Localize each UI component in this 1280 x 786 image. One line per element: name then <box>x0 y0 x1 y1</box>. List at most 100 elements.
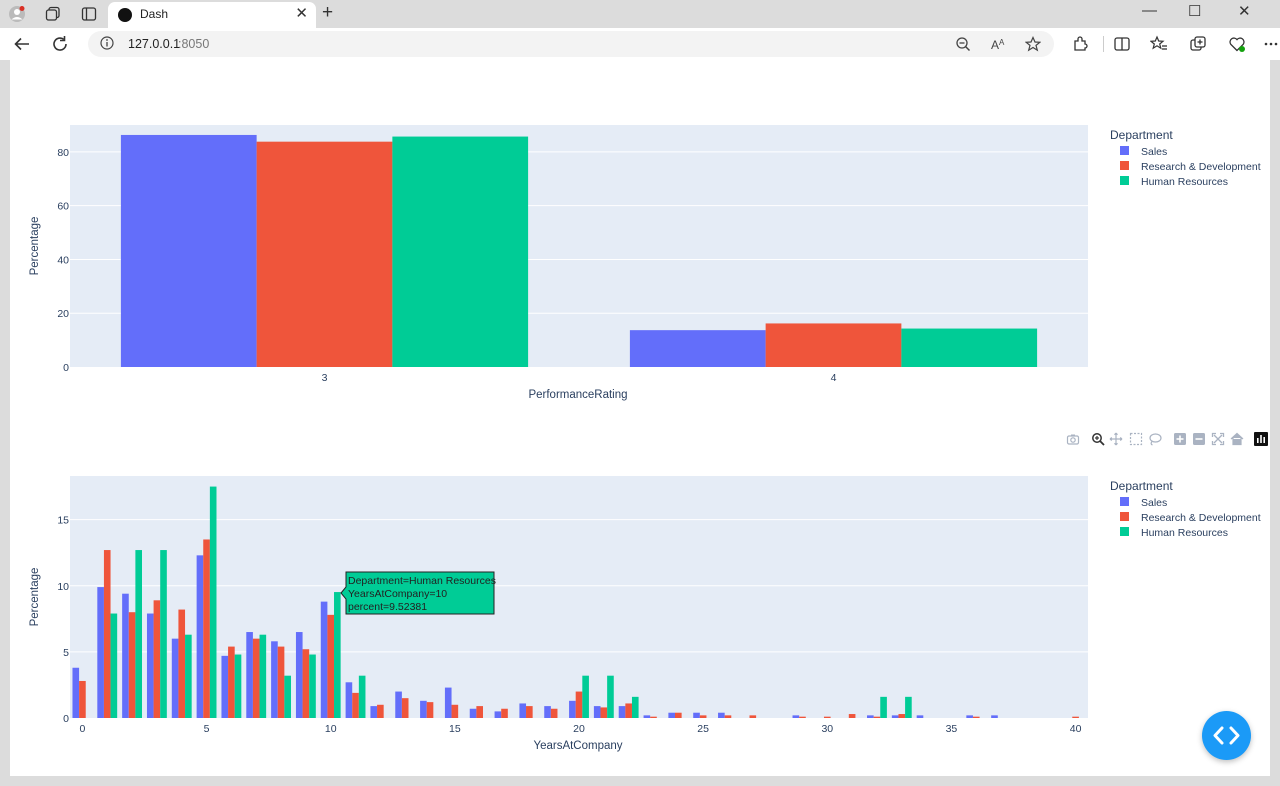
bar <box>905 696 912 718</box>
bar <box>120 134 257 367</box>
bar <box>135 550 143 718</box>
legend-item-label: Sales <box>1141 497 1167 509</box>
collections-icon[interactable] <box>1189 35 1207 53</box>
performance-rating-chart: 0 20 40 60 80 3 4 PerformanceRating Percentag… <box>29 125 1261 401</box>
x-axis-title: YearsAtCompany <box>533 740 622 752</box>
tab-title: Dash <box>140 7 169 21</box>
bar <box>271 641 278 718</box>
reset-axes-icon[interactable] <box>1230 432 1244 446</box>
tooltip-line-years: YearsAtCompany=10 <box>348 588 447 600</box>
zoom-in-icon[interactable] <box>1173 432 1187 446</box>
bar <box>395 691 402 718</box>
browser-essentials-icon[interactable] <box>1228 35 1246 53</box>
lasso-select-icon[interactable] <box>1148 432 1162 446</box>
legend[interactable]: Department Sales Research & Development Hu… <box>1110 128 1261 188</box>
zoom-out-icon[interactable] <box>1192 432 1206 446</box>
legend-item-label: Human Resources <box>1141 527 1228 539</box>
bar <box>320 601 328 718</box>
x-tick-label: 25 <box>697 723 709 735</box>
bar <box>867 715 874 718</box>
x-tick-label: 0 <box>79 723 85 735</box>
pan-icon[interactable] <box>1109 432 1123 446</box>
bar <box>799 716 806 718</box>
hover-tooltip: Department=Human Resources YearsAtCompan… <box>340 571 496 615</box>
extensions-icon[interactable] <box>1071 35 1089 53</box>
plotly-modebar <box>1066 432 1270 446</box>
bar <box>972 716 980 718</box>
bar <box>575 691 583 718</box>
bar <box>675 712 682 718</box>
profile-icon[interactable] <box>8 5 26 23</box>
horizontal-scrollbar[interactable] <box>0 776 1280 786</box>
site-info-icon[interactable] <box>100 36 114 50</box>
legend-swatch <box>1120 161 1129 170</box>
new-tab-button[interactable]: + <box>322 2 334 23</box>
tooltip-line-department: Department=Human Resources <box>348 575 496 587</box>
tab-dash[interactable]: Dash ✕ <box>108 2 316 28</box>
legend-title: Department <box>1110 479 1173 493</box>
bar <box>880 696 887 718</box>
y-tick-label: 5 <box>63 647 69 659</box>
refresh-icon[interactable] <box>49 33 71 55</box>
legend-swatch <box>1120 176 1129 185</box>
legend-item-label: Research & Development <box>1141 161 1261 173</box>
y-tick-label: 40 <box>57 254 69 266</box>
code-brackets-icon <box>1213 726 1240 745</box>
camera-icon[interactable] <box>1066 432 1080 446</box>
bar <box>370 706 378 718</box>
bar <box>103 550 111 718</box>
bar <box>444 687 452 718</box>
box-select-icon[interactable] <box>1129 432 1143 446</box>
y-axis-title: Percentage <box>29 568 41 627</box>
bar <box>153 600 161 718</box>
dev-tools-button[interactable] <box>1202 711 1251 760</box>
x-tick-label: 5 <box>204 723 210 735</box>
y-tick-label: 10 <box>57 581 69 593</box>
bar <box>916 715 924 718</box>
bar <box>377 704 384 718</box>
bar <box>110 613 118 718</box>
zoom-icon[interactable] <box>1091 432 1105 446</box>
close-tab-icon[interactable]: ✕ <box>295 5 308 22</box>
bar <box>79 680 86 718</box>
autoscale-icon[interactable] <box>1211 432 1225 446</box>
minimize-icon[interactable]: — <box>1142 2 1157 19</box>
x-tick-label: 40 <box>1070 723 1082 735</box>
bar <box>891 715 899 718</box>
split-screen-icon[interactable] <box>1113 35 1131 53</box>
favorites-icon[interactable] <box>1149 35 1168 53</box>
legend[interactable]: Department Sales Research & Development Hu… <box>1110 479 1261 539</box>
legend-title: Department <box>1110 128 1173 142</box>
bar <box>234 654 242 718</box>
maximize-icon[interactable]: ☐ <box>1188 3 1202 20</box>
back-icon[interactable] <box>11 33 33 55</box>
bar <box>519 703 527 718</box>
settings-more-icon[interactable] <box>1262 35 1280 53</box>
bar <box>550 708 558 718</box>
legend-swatch <box>1120 146 1129 155</box>
bar <box>544 706 551 718</box>
zoom-out-icon[interactable] <box>955 36 971 52</box>
window-close-icon[interactable]: ✕ <box>1238 3 1251 20</box>
bar <box>196 555 204 718</box>
legend-swatch <box>1120 512 1129 521</box>
bar <box>97 587 104 718</box>
bar <box>426 702 434 718</box>
x-tick-label: 20 <box>573 723 585 735</box>
plotly-logo-icon[interactable] <box>1254 432 1268 446</box>
vertical-scrollbar[interactable] <box>1270 60 1280 776</box>
bar <box>625 703 632 718</box>
bar <box>358 675 366 718</box>
workspaces-icon[interactable] <box>44 5 62 23</box>
legend-swatch <box>1120 527 1129 536</box>
svg-text:A: A <box>991 38 999 52</box>
bar <box>494 711 502 718</box>
tab-actions-icon[interactable] <box>80 5 98 23</box>
dash-favicon-icon <box>118 8 132 22</box>
bar <box>469 708 477 718</box>
favorite-star-icon[interactable] <box>1024 36 1042 52</box>
y-axis-title: Percentage <box>29 217 41 276</box>
x-axis-title: PerformanceRating <box>528 389 627 401</box>
